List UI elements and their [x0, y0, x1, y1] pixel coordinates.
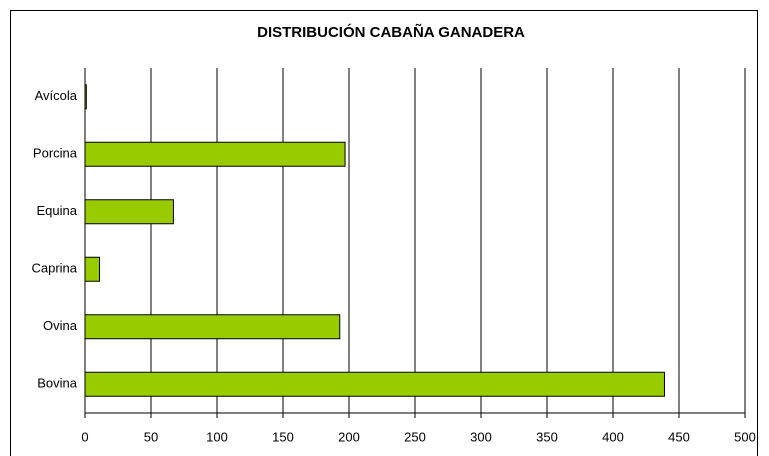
x-tick-label: 300: [470, 429, 492, 444]
x-tick-label: 250: [404, 429, 426, 444]
x-tick-label: 450: [668, 429, 690, 444]
bar: [84, 256, 101, 282]
x-tick-label: 150: [272, 429, 294, 444]
x-tick-label: 100: [206, 429, 228, 444]
y-tick-label: Ovina: [43, 318, 78, 333]
x-tick-label: 0: [81, 429, 88, 444]
x-tick-label: 500: [734, 429, 756, 444]
bar: [84, 371, 665, 397]
chart-title: DISTRIBUCIÓN CABAÑA GANADERA: [257, 23, 525, 41]
y-tick-label: Caprina: [31, 261, 77, 276]
x-tick-label: 200: [338, 429, 360, 444]
x-tick-label: 50: [144, 429, 158, 444]
bar: [84, 141, 346, 167]
bar: [84, 199, 174, 225]
y-tick-label: Equina: [37, 203, 78, 218]
x-tick-label: 350: [536, 429, 558, 444]
y-tick-label: Porcina: [33, 146, 78, 161]
x-tick-label: 400: [602, 429, 624, 444]
y-tick-label: Avícola: [35, 88, 78, 103]
bar: [84, 314, 341, 340]
y-tick-label: Bovina: [37, 376, 78, 391]
bar: [84, 84, 87, 110]
